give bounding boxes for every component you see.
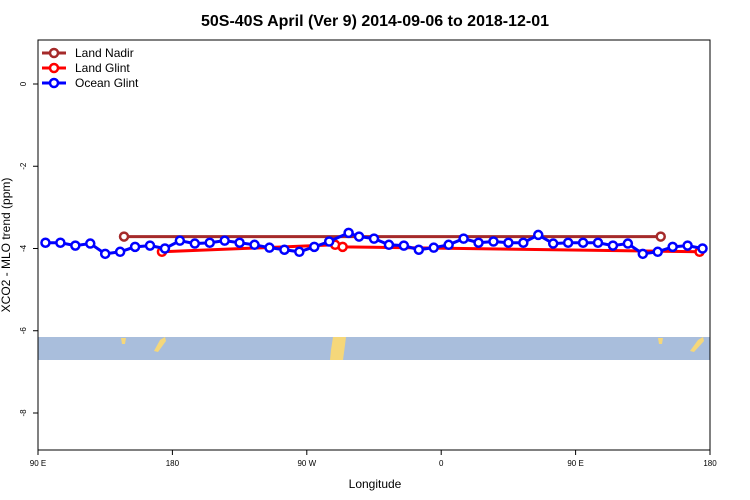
point	[279, 244, 290, 255]
point	[652, 246, 663, 258]
y-tick-label: -2	[19, 162, 28, 170]
point	[577, 237, 589, 248]
land	[121, 338, 126, 344]
legend-label: Ocean Glint	[75, 76, 139, 90]
x-tick-label: 90 W	[297, 459, 316, 468]
point	[323, 236, 335, 247]
point	[682, 240, 693, 251]
point	[343, 227, 354, 239]
point	[70, 240, 81, 251]
point	[309, 241, 320, 253]
point	[607, 240, 619, 251]
chart-title: 50S-40S April (Ver 9) 2014-09-06 to 2018…	[201, 13, 549, 30]
point	[428, 242, 439, 253]
point	[473, 237, 484, 248]
map-strip	[38, 337, 710, 360]
point	[99, 248, 111, 260]
point	[533, 229, 544, 241]
point	[114, 246, 126, 258]
point	[368, 233, 380, 244]
x-tick-label: 180	[703, 459, 717, 468]
point	[667, 241, 678, 253]
point	[562, 237, 574, 248]
y-tick-label: -8	[19, 409, 28, 417]
y-tick-label: 0	[19, 81, 28, 86]
point	[518, 237, 529, 248]
x-tick-label: 90 E	[567, 459, 583, 468]
point	[547, 238, 559, 249]
point	[637, 248, 649, 260]
point	[503, 237, 514, 248]
ocean-band	[38, 337, 710, 360]
point	[443, 239, 454, 251]
legend-marker	[48, 77, 60, 89]
point	[55, 237, 66, 248]
x-tick-label: 0	[439, 459, 444, 468]
point	[264, 242, 275, 253]
land	[154, 337, 166, 352]
land	[658, 338, 663, 344]
legend-marker	[48, 47, 60, 59]
point	[174, 235, 186, 246]
point	[353, 231, 365, 242]
point	[144, 240, 156, 251]
point	[129, 241, 141, 253]
point	[118, 231, 130, 242]
x-axis-label: Longitude	[349, 477, 402, 491]
point	[204, 237, 215, 248]
point	[398, 240, 410, 251]
point	[592, 237, 604, 248]
point	[383, 239, 395, 251]
y-axis-label: XCO2 - MLO trend (ppm)	[0, 178, 13, 313]
point	[622, 238, 634, 249]
x-tick-label: 90 E	[30, 459, 46, 468]
point	[249, 239, 260, 251]
land	[330, 337, 346, 360]
point	[294, 246, 305, 258]
point	[458, 233, 469, 244]
legend-label: Land Glint	[75, 61, 130, 75]
plot-frame	[37, 39, 711, 451]
point	[219, 235, 230, 246]
x-tick-label: 180	[166, 459, 180, 468]
point	[234, 237, 245, 248]
point	[337, 241, 348, 253]
land	[690, 337, 704, 352]
point	[413, 244, 425, 255]
legend-marker	[48, 62, 60, 74]
point	[488, 236, 499, 247]
point	[697, 243, 708, 254]
y-tick-label: -6	[19, 327, 28, 335]
point	[85, 238, 96, 249]
point	[189, 238, 201, 249]
point	[159, 243, 171, 254]
point	[655, 231, 666, 242]
legend-label: Land Nadir	[75, 46, 134, 60]
y-tick-label: -4	[19, 244, 28, 252]
point	[40, 237, 51, 248]
